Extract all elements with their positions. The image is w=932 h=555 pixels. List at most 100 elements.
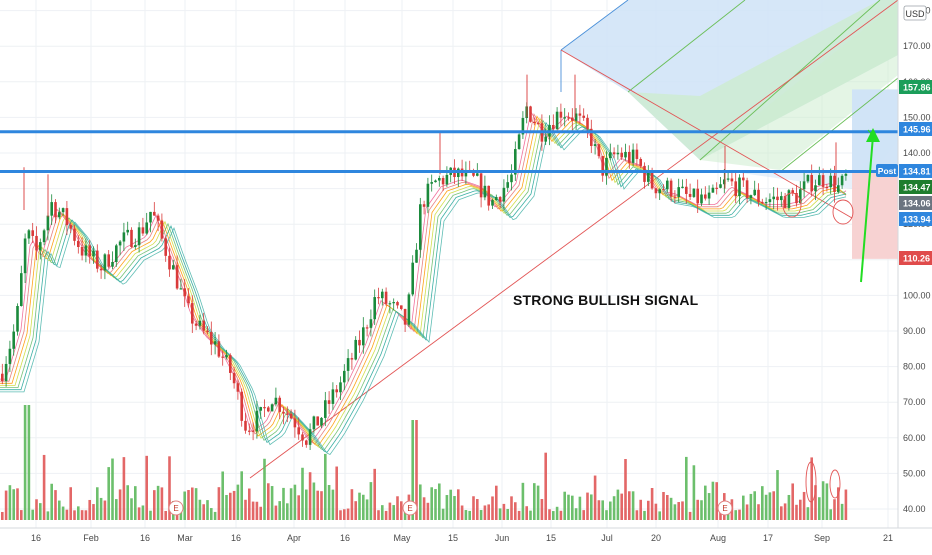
candle-down [825, 186, 829, 189]
candle-down [795, 193, 798, 204]
candle-up [61, 208, 65, 213]
volume-bar-down [677, 502, 680, 520]
candle-down [80, 247, 84, 256]
volume-bar-down [16, 488, 19, 520]
volume-bar-down [780, 506, 783, 520]
volume-bar-up [449, 489, 452, 520]
trend-line [249, 0, 899, 479]
time-axis[interactable]: 16 Feb 16 Mar 16 Apr 16 May 15 Jun 15 Jul 20 Aug 17 Sep… [0, 527, 932, 550]
candle-up [780, 196, 783, 201]
candle-down [229, 355, 232, 373]
volume-bar-down [422, 497, 426, 520]
candle-down [559, 111, 563, 118]
volume-bar-up [263, 458, 266, 520]
volume-bar-up [206, 500, 209, 520]
candle-down [650, 172, 654, 189]
volume-bar-down [1, 511, 4, 520]
volume-bar-up [96, 487, 99, 520]
volume-bar-up [27, 405, 31, 520]
volume-bar-down [810, 457, 813, 520]
candle-up [149, 211, 152, 223]
volume-bar-up [156, 485, 160, 520]
candle-down [377, 297, 380, 299]
volume-bar-up [552, 511, 555, 520]
candle-down [210, 332, 213, 345]
candle-down [168, 255, 171, 270]
volume-bar-up [362, 494, 365, 520]
price-label-box [899, 180, 932, 194]
price-label-box [899, 80, 932, 94]
volume-bar-up [331, 489, 335, 520]
candle-up [42, 230, 46, 243]
volume-bar-up [506, 508, 509, 520]
volume-bar-up [734, 510, 737, 520]
candle-up [373, 297, 376, 320]
candle-down [232, 372, 236, 384]
candle-down [384, 291, 388, 304]
candle-down [833, 175, 836, 192]
y-tick-label: 50.00 [903, 468, 926, 478]
candle-up [259, 407, 262, 411]
candle-down [688, 193, 692, 197]
candle-down [350, 358, 354, 360]
candle-up [225, 355, 228, 358]
candle-up [419, 204, 422, 250]
circle-mark [805, 461, 817, 503]
volume-bar-down [586, 492, 589, 520]
candle-down [479, 173, 483, 198]
volume-bar-down [502, 503, 506, 520]
candle-up [407, 294, 411, 325]
volume-bar-down [229, 492, 232, 520]
candle-up [624, 151, 627, 158]
candle-up [609, 152, 612, 158]
pitchfork-line [779, 77, 899, 173]
candle-down [685, 186, 688, 194]
volume-bar-up [434, 489, 437, 520]
volume-bar-up [58, 500, 61, 520]
volume-bar-up [567, 494, 570, 520]
candle-down [267, 407, 270, 412]
candle-down [669, 180, 673, 197]
candle-up [50, 202, 53, 216]
volume-bar-up [225, 494, 228, 520]
candle-down [673, 196, 677, 198]
volume-bar-down [457, 489, 460, 520]
volume-bar-down [346, 508, 350, 520]
candle-up [768, 199, 772, 203]
price-labels: 157.86 145.96 Post 134.81 134.47 134.06 133.94… [876, 80, 932, 265]
volume-bar-up [711, 481, 715, 520]
volume-bar-down [559, 510, 563, 520]
currency-badge[interactable]: USD [903, 5, 927, 21]
candle-down [289, 413, 293, 419]
volume-bar-up [761, 486, 764, 520]
volume-bar-up [521, 482, 525, 520]
candle-down [487, 185, 490, 206]
earnings-marker[interactable] [402, 500, 418, 516]
volume-bar-down [757, 504, 760, 520]
candle-up [544, 136, 547, 142]
candle-down [35, 235, 38, 251]
earnings-marker[interactable] [717, 500, 733, 516]
volume-bar-up [392, 505, 395, 520]
stop-zone [852, 171, 898, 259]
volume-bar-up [590, 494, 593, 520]
candle-down [297, 427, 300, 435]
volume-bar-down [635, 510, 639, 520]
volume-bar-up [821, 481, 825, 520]
candle-down [810, 175, 813, 192]
volume-bar-up [236, 484, 240, 520]
candle-up [445, 174, 449, 185]
volume-bar-up [571, 495, 574, 520]
x-tick-label: Mar [177, 533, 193, 543]
volume-bar-down [745, 504, 749, 520]
ma-line [0, 117, 847, 449]
volume-bar-down [814, 485, 817, 520]
volume-bar-up [749, 493, 753, 520]
volume-bar-down [540, 499, 544, 520]
earnings-marker[interactable] [168, 500, 184, 516]
candle-up [707, 192, 711, 199]
candle-down [221, 356, 224, 358]
candle-down [783, 196, 787, 208]
candle-up [103, 254, 107, 271]
candle-up [122, 232, 126, 242]
